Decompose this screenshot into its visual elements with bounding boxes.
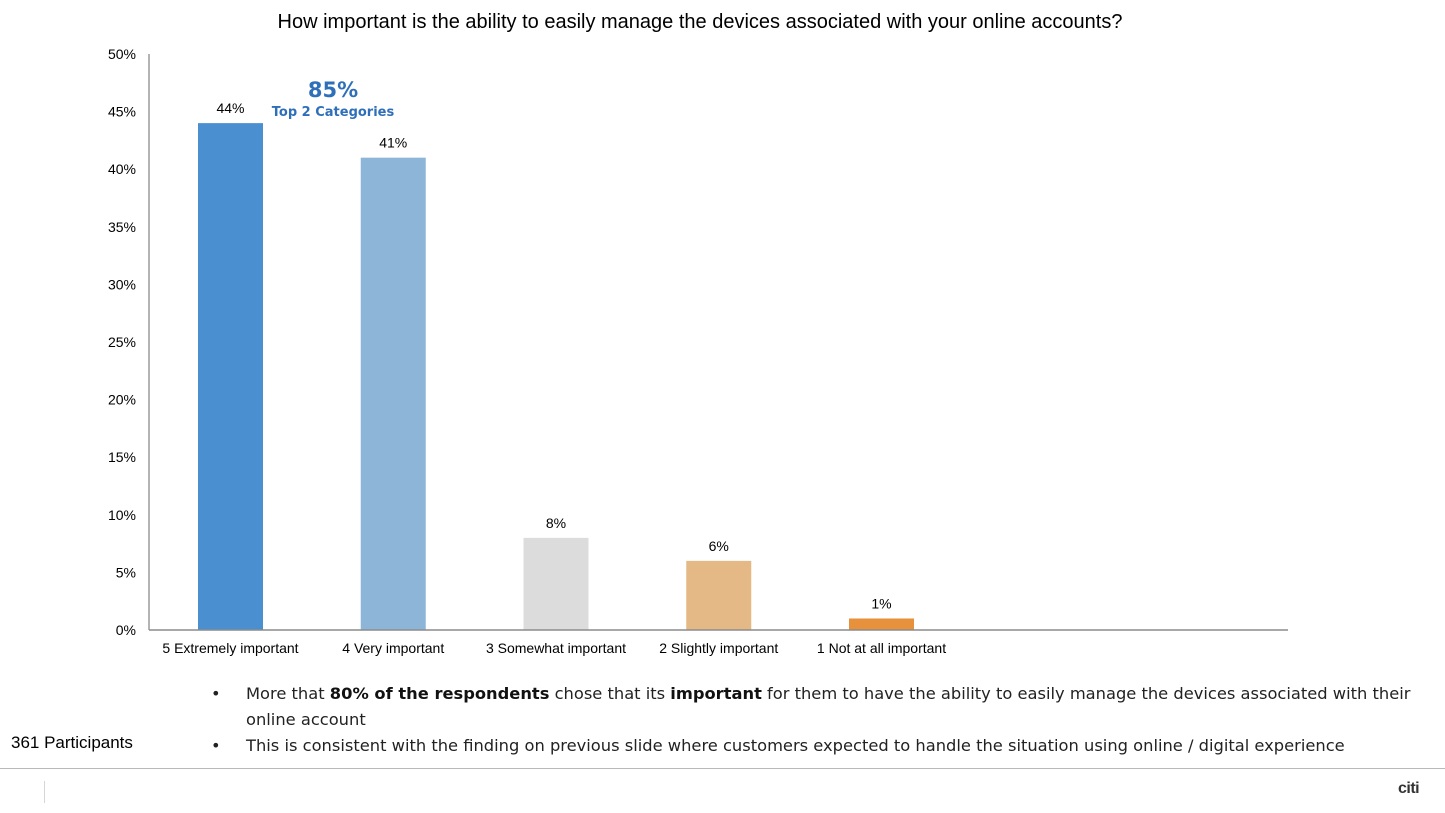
citi-logo: citi bbox=[1398, 780, 1420, 797]
x-category-label: 3 Somewhat important bbox=[486, 640, 626, 656]
x-category-label: 2 Slightly important bbox=[659, 640, 778, 656]
finding-text: for them to have the ability to easily m… bbox=[246, 684, 1411, 729]
bar-value-label: 1% bbox=[871, 595, 891, 611]
y-tick-label: 5% bbox=[116, 564, 136, 580]
bar bbox=[360, 157, 426, 630]
x-category-label: 4 Very important bbox=[342, 640, 444, 656]
y-tick-label: 35% bbox=[108, 219, 136, 235]
finding-emphasis: important bbox=[670, 684, 762, 703]
finding-text: chose that its bbox=[549, 684, 671, 703]
y-tick-label: 30% bbox=[108, 276, 136, 292]
top-two-callout: 85% Top 2 Categories bbox=[268, 77, 398, 123]
footer-divider bbox=[0, 768, 1445, 769]
bar bbox=[523, 537, 589, 630]
top-two-label: Top 2 Categories bbox=[271, 105, 395, 120]
chart-title: How important is the ability to easily m… bbox=[277, 11, 1123, 33]
x-category-label: 5 Extremely important bbox=[162, 640, 298, 656]
top-two-percentage: 85% bbox=[307, 78, 359, 102]
y-tick-label: 25% bbox=[108, 334, 136, 350]
y-tick-label: 40% bbox=[108, 161, 136, 177]
finding-item: • This is consistent with the finding on … bbox=[205, 733, 1430, 759]
y-tick-label: 10% bbox=[108, 507, 136, 523]
bar-value-label: 6% bbox=[709, 538, 729, 554]
y-tick-label: 20% bbox=[108, 392, 136, 408]
bar-value-label: 44% bbox=[216, 100, 244, 116]
y-axis: 0% 5% 10% 15% 20% 25% 30% 35% 40% 45% 50% bbox=[108, 46, 150, 638]
y-tick-label: 15% bbox=[108, 449, 136, 465]
bar-chart: 0% 5% 10% 15% 20% 25% 30% 35% 40% 45% 50% 44% 41% 8%… bbox=[108, 46, 1288, 656]
bar-value-label: 41% bbox=[379, 135, 407, 151]
bar bbox=[686, 560, 752, 630]
x-category-label: 1 Not at all important bbox=[817, 640, 946, 656]
finding-text: More that bbox=[246, 684, 330, 703]
findings-list: • More that 80% of the respondents chose … bbox=[205, 681, 1430, 759]
bar bbox=[198, 123, 263, 631]
bar-value-label: 8% bbox=[546, 515, 566, 531]
y-tick-label: 0% bbox=[116, 622, 136, 638]
y-tick-label: 45% bbox=[108, 104, 136, 120]
y-tick-label: 50% bbox=[108, 46, 136, 62]
bars: 44% 41% 8% 6% 1% bbox=[198, 100, 914, 631]
footer-tick bbox=[44, 781, 45, 803]
finding-item: • More that 80% of the respondents chose … bbox=[205, 681, 1430, 733]
bullet-marker: • bbox=[211, 684, 221, 703]
finding-text: This is consistent with the finding on p… bbox=[246, 736, 1345, 755]
finding-emphasis: 80% of the respondents bbox=[329, 684, 550, 703]
x-axis: 5 Extremely important 4 Very important 3 S… bbox=[149, 629, 1288, 656]
participants-count: 361 Participants bbox=[11, 733, 133, 752]
bar bbox=[849, 618, 914, 630]
bullet-marker: • bbox=[211, 736, 221, 755]
